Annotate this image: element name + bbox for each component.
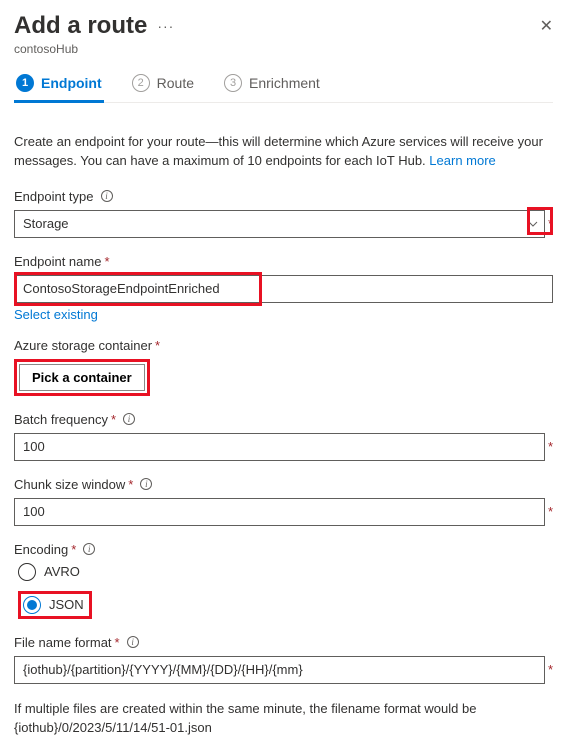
tab-endpoint[interactable]: 1 Endpoint xyxy=(14,68,104,103)
endpoint-type-label: Endpoint type xyxy=(14,189,94,204)
hub-name: contosoHub xyxy=(14,42,553,56)
tab-label: Endpoint xyxy=(41,75,102,91)
radio-icon xyxy=(23,596,41,614)
batch-frequency-label: Batch frequency xyxy=(14,412,108,427)
endpoint-type-select[interactable]: Storage xyxy=(14,210,545,238)
required-indicator: * xyxy=(71,542,76,557)
tab-step-number: 2 xyxy=(132,74,150,92)
endpoint-name-label: Endpoint name xyxy=(14,254,101,269)
pick-container-button[interactable]: Pick a container xyxy=(19,364,145,391)
required-indicator: * xyxy=(104,254,109,269)
chunk-size-input[interactable] xyxy=(14,498,545,526)
encoding-label: Encoding xyxy=(14,542,68,557)
required-indicator: * xyxy=(128,477,133,492)
page-title: Add a route xyxy=(14,12,147,40)
tab-label: Enrichment xyxy=(249,75,320,91)
file-name-format-label: File name format xyxy=(14,635,112,650)
close-icon[interactable]: ✕ xyxy=(540,12,553,36)
endpoint-name-input[interactable] xyxy=(14,275,553,303)
required-indicator: * xyxy=(115,635,120,650)
annotation-highlight xyxy=(527,207,553,235)
required-indicator: * xyxy=(155,338,160,353)
info-icon[interactable]: i xyxy=(127,636,139,648)
info-icon[interactable]: i xyxy=(140,478,152,490)
required-indicator: * xyxy=(548,439,553,454)
tab-step-number: 1 xyxy=(16,74,34,92)
required-indicator: * xyxy=(548,662,553,677)
description-text: Create an endpoint for your route—this w… xyxy=(14,133,553,171)
encoding-radio-json[interactable]: JSON xyxy=(23,596,84,614)
file-format-note: If multiple files are created within the… xyxy=(14,700,553,738)
more-icon[interactable]: ··· xyxy=(157,12,174,34)
tab-enrichment[interactable]: 3 Enrichment xyxy=(222,68,322,102)
required-indicator: * xyxy=(548,504,553,519)
wizard-tabs: 1 Endpoint 2 Route 3 Enrichment xyxy=(14,68,553,103)
radio-label: JSON xyxy=(49,597,84,612)
radio-icon xyxy=(18,563,36,581)
learn-more-link[interactable]: Learn more xyxy=(429,153,495,168)
radio-label: AVRO xyxy=(44,564,80,579)
chunk-size-label: Chunk size window xyxy=(14,477,125,492)
info-icon[interactable]: i xyxy=(101,190,113,202)
encoding-radio-avro[interactable]: AVRO xyxy=(18,563,553,581)
info-icon[interactable]: i xyxy=(83,543,95,555)
storage-container-label: Azure storage container xyxy=(14,338,152,353)
tab-route[interactable]: 2 Route xyxy=(130,68,196,102)
required-indicator: * xyxy=(111,412,116,427)
tab-step-number: 3 xyxy=(224,74,242,92)
annotation-highlight: Pick a container xyxy=(14,359,150,396)
batch-frequency-input[interactable] xyxy=(14,433,545,461)
tab-label: Route xyxy=(157,75,194,91)
info-icon[interactable]: i xyxy=(123,413,135,425)
file-name-format-input[interactable] xyxy=(14,656,545,684)
annotation-highlight: JSON xyxy=(18,591,92,619)
select-existing-link[interactable]: Select existing xyxy=(14,307,98,322)
